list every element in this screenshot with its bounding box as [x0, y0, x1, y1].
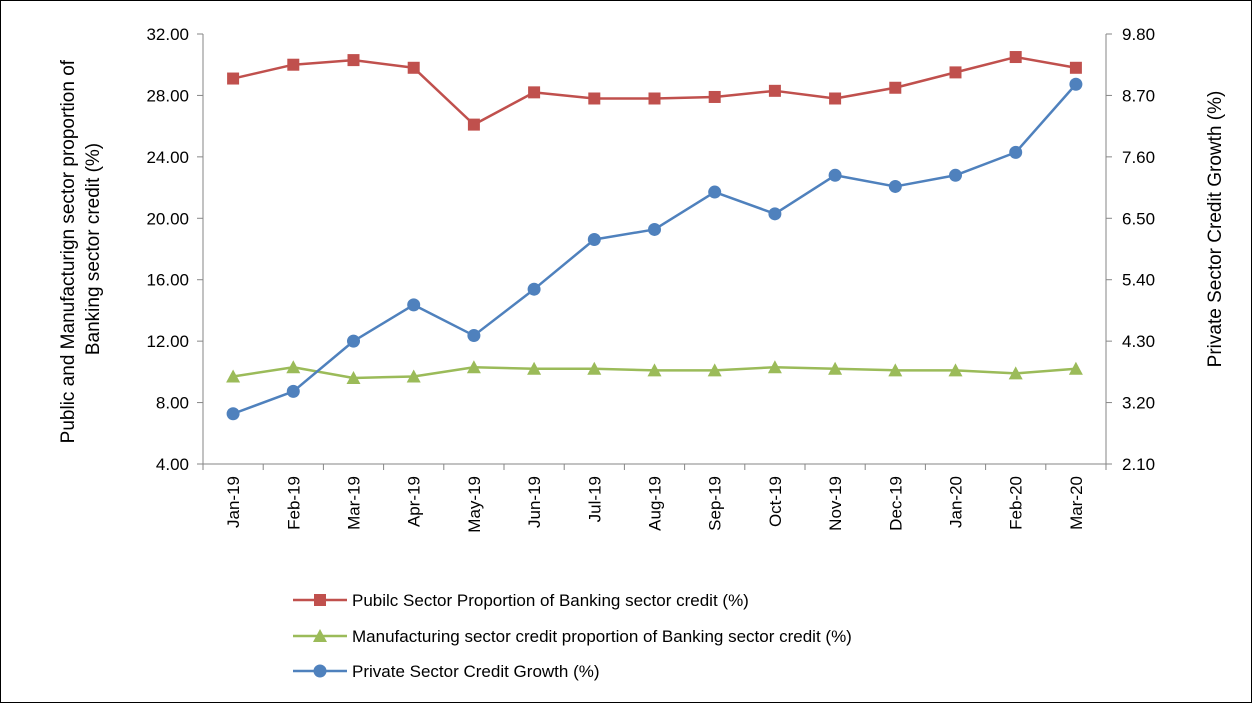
- legend-label: Pubilc Sector Proportion of Banking sect…: [352, 591, 749, 610]
- series-square: [227, 51, 1082, 131]
- data-point: [949, 66, 962, 79]
- data-point: [707, 363, 722, 377]
- data-point: [467, 118, 480, 131]
- y-right-tick-label: 8.70: [1122, 86, 1155, 105]
- axes: [197, 33, 1112, 470]
- legend-marker: [313, 664, 327, 678]
- data-point: [888, 363, 903, 377]
- legend-marker: [313, 629, 327, 642]
- series-line: [232, 55, 1077, 126]
- data-point: [828, 168, 842, 182]
- data-point: [829, 92, 842, 105]
- legend-item: Pubilc Sector Proportion of Banking sect…: [293, 591, 749, 610]
- x-tick-label: Nov-19: [826, 476, 845, 531]
- data-point: [888, 179, 902, 193]
- tick-labels: 4.00 8.00 12.00 16.00 20.00 24.00 28.00 32.00 2.…: [146, 25, 1155, 533]
- y-left-tick-label: 4.00: [156, 455, 189, 474]
- data-point: [587, 233, 601, 247]
- y-right-tick-label: 5.40: [1122, 271, 1155, 290]
- x-tick-label: Jan-20: [947, 476, 966, 528]
- data-point: [708, 90, 721, 103]
- data-point: [287, 58, 300, 71]
- series-circle: [226, 77, 1083, 421]
- y-right-axis-title: Private Sector Credit Growth (%): [1205, 91, 1226, 368]
- data-point: [527, 282, 541, 296]
- y-left-axis-title-line-1: Public and Manufacturign sector proporti…: [58, 59, 79, 443]
- data-point: [1069, 77, 1083, 91]
- data-point: [226, 369, 241, 383]
- y-left-tick-label: 8.00: [156, 394, 189, 413]
- legend-marker: [314, 594, 326, 606]
- x-tick-label: Sep-19: [706, 476, 725, 531]
- y-right-tick-label: 7.60: [1122, 148, 1155, 167]
- legend-label: Private Sector Credit Growth (%): [352, 662, 600, 681]
- data-point: [948, 363, 963, 377]
- data-point: [347, 334, 360, 348]
- data-point: [347, 54, 360, 67]
- data-point: [828, 361, 843, 375]
- y-left-tick-label: 12.00: [146, 332, 189, 351]
- data-point: [1008, 366, 1023, 380]
- series-triangle: [226, 360, 1083, 384]
- y-left-tick-label: 24.00: [146, 148, 189, 167]
- y-right-tick-label: 4.30: [1122, 332, 1155, 351]
- x-tick-label: Jun-19: [525, 476, 544, 528]
- data-point: [226, 407, 240, 421]
- legend-item: Manufacturing sector credit proportion o…: [293, 627, 852, 646]
- y-right-tick-label: 2.10: [1122, 455, 1155, 474]
- y-left-tick-label: 28.00: [146, 86, 189, 105]
- data-point: [949, 168, 962, 182]
- x-tick-label: Dec-19: [886, 476, 905, 531]
- data-point: [1069, 61, 1082, 74]
- data-point: [467, 329, 481, 343]
- y-left-tick-label: 16.00: [146, 271, 189, 290]
- data-point: [346, 371, 361, 384]
- x-tick-label: Apr-19: [405, 476, 424, 527]
- y-right-tick-label: 6.50: [1122, 209, 1155, 228]
- y-right-tick-label: 3.20: [1122, 394, 1155, 413]
- x-tick-label: Feb-19: [284, 476, 303, 530]
- data-point: [588, 92, 601, 105]
- y-left-tick-label: 32.00: [146, 25, 189, 44]
- data-point: [227, 72, 240, 85]
- data-point: [587, 361, 602, 375]
- y-left-axis-title: Public and Manufacturign sector proporti…: [58, 55, 104, 444]
- data-point: [648, 222, 661, 236]
- series-group: [226, 51, 1083, 421]
- data-point: [1009, 51, 1022, 64]
- data-point: [768, 84, 781, 97]
- data-point: [768, 207, 782, 221]
- y-left-tick-label: 20.00: [146, 209, 189, 228]
- y-left-axis-title-line-2: Banking sector credit (%): [83, 143, 104, 355]
- x-tick-label: Oct-19: [766, 476, 785, 527]
- x-tick-label: Mar-20: [1067, 476, 1086, 530]
- legend-item: Private Sector Credit Growth (%): [293, 662, 600, 681]
- x-tick-label: Aug-19: [646, 476, 665, 531]
- x-tick-label: Feb-20: [1007, 476, 1026, 530]
- data-point: [286, 384, 300, 398]
- data-point: [647, 363, 662, 377]
- data-point: [407, 61, 420, 74]
- legend: Pubilc Sector Proportion of Banking sect…: [293, 591, 852, 681]
- data-point: [528, 86, 541, 99]
- data-point: [889, 81, 902, 94]
- x-tick-label: May-19: [465, 476, 484, 533]
- data-point: [286, 360, 301, 374]
- data-point: [406, 369, 421, 383]
- data-point: [648, 92, 661, 105]
- legend-label: Manufacturing sector credit proportion o…: [352, 627, 852, 646]
- data-point: [527, 361, 542, 375]
- data-point: [407, 298, 421, 312]
- y-right-tick-label: 9.80: [1122, 25, 1155, 44]
- x-tick-label: Jul-19: [585, 476, 604, 522]
- data-point: [708, 185, 722, 199]
- data-point: [1009, 145, 1023, 159]
- data-point: [1068, 361, 1083, 375]
- data-point: [466, 360, 481, 374]
- x-tick-label: Jan-19: [224, 476, 243, 528]
- data-point: [767, 360, 782, 374]
- x-tick-label: Mar-19: [345, 476, 364, 530]
